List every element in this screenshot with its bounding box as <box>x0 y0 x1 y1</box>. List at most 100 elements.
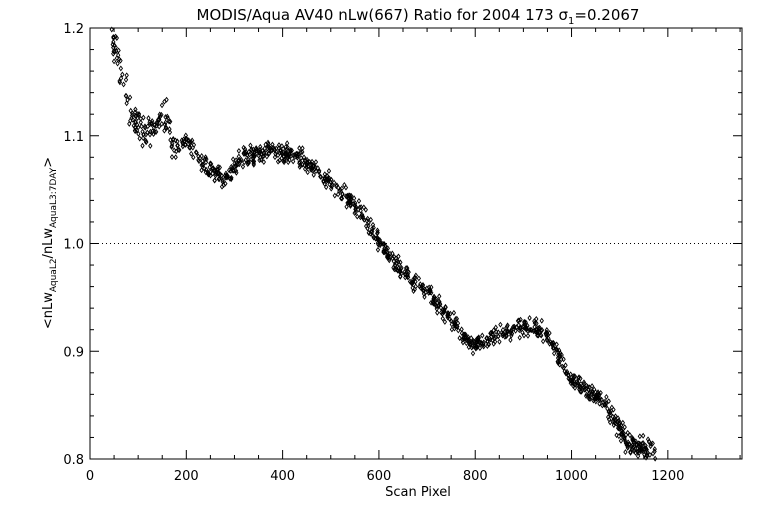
scatter-point <box>475 338 480 345</box>
scatter-point <box>356 197 362 204</box>
scatter-point <box>529 327 534 334</box>
scatter-point <box>272 154 278 161</box>
scatter-point <box>393 255 399 262</box>
scatter-point <box>187 144 192 151</box>
scatter-point <box>550 342 555 349</box>
scatter-point <box>473 345 479 352</box>
scatter-point <box>317 167 322 174</box>
scatter-point <box>480 332 485 339</box>
scatter-point <box>112 42 117 49</box>
scatter-point <box>334 183 339 190</box>
scatter-point <box>534 320 539 327</box>
scatter-point <box>615 425 621 432</box>
x-tick-label: 1200 <box>651 469 684 484</box>
scatter-point <box>224 172 229 179</box>
scatter-point <box>402 269 407 275</box>
x-tick-label: 1000 <box>555 469 588 484</box>
scatter-point <box>140 128 145 135</box>
scatter-point <box>516 322 521 329</box>
scatter-point <box>489 329 494 336</box>
scatter-point <box>230 165 235 172</box>
scatter-point <box>468 340 473 347</box>
scatter-point <box>392 266 397 273</box>
scatter-point <box>146 115 151 122</box>
scatter-point <box>265 143 271 150</box>
scatter-point <box>280 145 286 152</box>
scatter-point <box>612 415 617 422</box>
scatter-point <box>352 210 357 217</box>
scatter-point <box>545 337 550 344</box>
scatter-point <box>288 147 293 154</box>
scatter-point <box>436 302 441 309</box>
scatter-point <box>595 389 601 396</box>
scatter-point <box>249 156 254 163</box>
scatter-point <box>345 199 350 206</box>
scatter-point <box>516 317 522 324</box>
scatter-point <box>606 398 611 405</box>
scatter-point <box>276 142 282 149</box>
scatter-point <box>339 195 345 202</box>
scatter-point <box>353 206 358 213</box>
scatter-point <box>281 158 286 164</box>
scatter-point <box>531 328 536 335</box>
scatter-point <box>607 419 613 426</box>
scatter-point <box>622 424 627 431</box>
scatter-point <box>492 335 497 342</box>
scatter-point <box>304 164 309 171</box>
scatter-point <box>285 144 290 151</box>
scatter-point <box>258 143 263 150</box>
scatter-point <box>625 429 630 436</box>
scatter-point <box>120 71 125 78</box>
scatter-point <box>362 216 367 223</box>
chart-title-value: =0.2067 <box>574 6 639 24</box>
scatter-point <box>610 413 615 420</box>
scatter-point <box>622 434 627 441</box>
scatter-point <box>432 300 438 307</box>
scatter-point <box>322 174 327 181</box>
scatter-point <box>243 148 248 155</box>
scatter-point <box>639 446 645 453</box>
scatter-point <box>111 48 116 55</box>
scatter-point <box>203 169 209 176</box>
scatter-point <box>340 191 345 198</box>
scatter-point <box>629 445 635 452</box>
scatter-point <box>599 396 604 403</box>
scatter-point <box>647 451 653 458</box>
scatter-point <box>261 149 266 156</box>
scatter-point <box>451 309 457 316</box>
scatter-point <box>491 340 496 347</box>
scatter-point <box>382 245 387 252</box>
scatter-point <box>183 135 189 142</box>
scatter-point <box>258 156 264 163</box>
scatter-point <box>245 161 250 167</box>
scatter-point <box>493 334 498 341</box>
scatter-point <box>557 358 562 365</box>
scatter-point <box>586 395 592 402</box>
scatter-point <box>171 147 177 154</box>
scatter-point <box>199 152 204 159</box>
scatter-point <box>171 135 176 142</box>
scatter-point <box>572 373 578 380</box>
scatter-point <box>386 252 391 259</box>
scatter-point <box>577 384 583 391</box>
scatter-point <box>375 240 380 247</box>
y-tick-label: 1.0 <box>63 238 84 253</box>
scatter-point <box>348 199 354 206</box>
scatter-point <box>623 449 628 456</box>
scatter-point <box>215 164 221 170</box>
scatter-point <box>138 119 143 126</box>
scatter-point <box>460 336 465 343</box>
scatter-point <box>235 161 241 168</box>
scatter-point <box>643 454 649 461</box>
scatter-point <box>428 287 433 294</box>
scatter-point <box>275 158 281 165</box>
scatter-point <box>635 453 641 460</box>
scatter-point <box>141 135 146 142</box>
scatter-point <box>217 175 222 182</box>
scatter-point <box>385 245 390 252</box>
scatter-point <box>212 177 217 184</box>
scatter-point <box>605 405 610 412</box>
scatter-point <box>301 154 307 161</box>
scatter-points <box>109 26 658 462</box>
scatter-point <box>274 149 279 155</box>
